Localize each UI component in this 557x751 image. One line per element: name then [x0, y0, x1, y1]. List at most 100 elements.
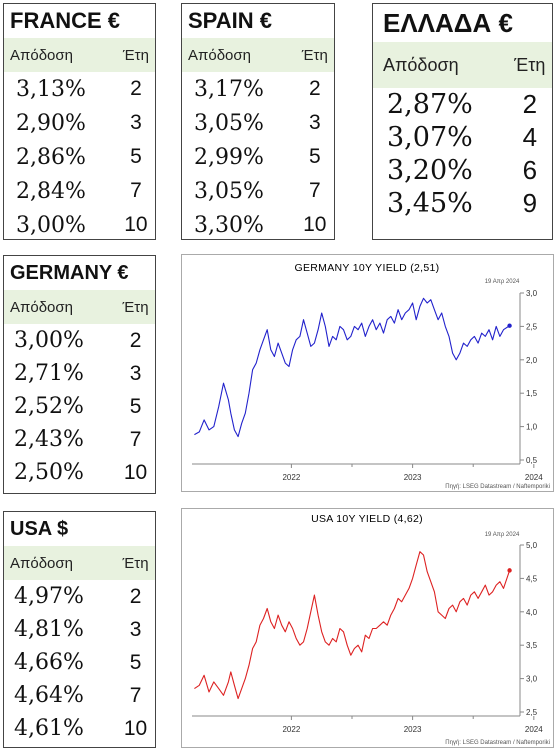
germany-table: Απόδοση Έτη 3,00% 2 2,71% 3 2,52% 5 2,43% 7 2,50…: [4, 290, 155, 489]
years-header: Έτη: [116, 290, 155, 324]
table-row: 3,17% 2: [182, 72, 334, 106]
usa-chart-svg: USA 10Y YIELD (4,62) 19 Απρ 2024 Πηγή: L…: [192, 513, 550, 746]
y-tick-label: 1,5: [526, 389, 538, 398]
greece-title: ΕΛΛΑΔΑ €: [383, 8, 513, 38]
table-row: 2,86% 5: [4, 140, 155, 174]
maturity-years: 5: [129, 650, 142, 674]
yield-value: 4,64%: [14, 683, 84, 708]
chart-title: USA 10Y YIELD (4,62): [311, 513, 423, 525]
maturity-years: 6: [522, 155, 538, 185]
maturity-years: 3: [129, 617, 142, 641]
y-tick-label: 2,0: [526, 356, 538, 365]
table-row: 2,90% 3: [4, 106, 155, 140]
yield-header: Απόδοση: [4, 290, 117, 324]
yield-value: 2,86%: [16, 144, 86, 170]
years-header: Έτη: [116, 38, 155, 72]
yield-value: 2,50%: [14, 460, 84, 485]
yield-value: 2,84%: [16, 178, 86, 204]
y-tick-label: 3,0: [526, 289, 538, 298]
maturity-years: 10: [303, 213, 327, 236]
y-tick-label: 2,5: [526, 708, 538, 717]
yield-value: 2,52%: [14, 394, 84, 419]
yield-value: 4,81%: [14, 617, 84, 642]
yield-series-line: [194, 297, 510, 438]
table-row: 2,99% 5: [182, 140, 334, 174]
yield-value: 2,43%: [14, 427, 84, 452]
maturity-years: 7: [130, 179, 142, 202]
yield-value: 3,05%: [194, 178, 264, 204]
last-value-point: [507, 568, 512, 573]
last-value-point: [507, 323, 512, 328]
maturity-years: 7: [308, 179, 321, 202]
yield-value: 3,00%: [16, 212, 86, 238]
x-tick-label: 2024: [525, 725, 543, 734]
yield-header: Απόδοση: [182, 38, 296, 72]
chart-title: GERMANY 10Y YIELD (2,51): [295, 262, 440, 274]
yield-value: 4,61%: [14, 716, 84, 741]
table-row: 2,84% 7: [4, 174, 155, 208]
france-yield-table: FRANCE € Απόδοση Έτη 3,13% 2 2,90% 3 2,86% 5 2…: [3, 3, 156, 240]
maturity-years: 5: [130, 145, 142, 168]
usa-table-body: 4,97% 2 4,81% 3 4,66% 5 4,64% 7 4,61% 10: [4, 580, 155, 745]
yield-value: 3,00%: [14, 328, 84, 353]
years-header: Έτη: [507, 42, 552, 88]
spain-header-row: Απόδοση Έτη: [182, 38, 334, 72]
greece-header-row: Απόδοση Έτη: [373, 42, 552, 88]
spain-table-body: 3,17% 2 3,05% 3 2,99% 5 3,05% 7 3,30% 10: [182, 72, 334, 242]
table-row: 3,45% 9: [373, 187, 552, 220]
table-row: 3,13% 2: [4, 72, 155, 106]
usa-title: USA $: [10, 518, 69, 540]
table-row: 3,07% 4: [373, 121, 552, 154]
maturity-years: 7: [129, 683, 142, 707]
y-tick-label: 3,0: [526, 675, 538, 684]
table-row: 4,64% 7: [4, 679, 155, 712]
yield-header: Απόδοση: [4, 38, 117, 72]
yield-value: 3,17%: [194, 76, 264, 102]
years-header: Έτη: [295, 38, 334, 72]
yield-value: 2,99%: [194, 144, 264, 170]
greece-table-body: 2,87% 2 3,07% 4 3,20% 6 3,45% 9: [373, 88, 552, 220]
maturity-years: 5: [308, 145, 321, 168]
y-tick-label: 4,5: [526, 574, 538, 583]
y-tick-label: 1,0: [526, 423, 538, 432]
france-title: FRANCE €: [10, 8, 121, 33]
table-row: 4,66% 5: [4, 646, 155, 679]
usa-yield-chart: USA 10Y YIELD (4,62) 19 Απρ 2024 Πηγή: L…: [181, 508, 554, 748]
table-row: 2,71% 3: [4, 357, 155, 390]
germany-title: GERMANY €: [10, 262, 129, 284]
yield-value: 3,07%: [387, 122, 473, 153]
spain-title: SPAIN €: [188, 8, 272, 33]
maturity-years: 2: [522, 89, 538, 119]
y-tick-label: 3,5: [526, 641, 538, 650]
spain-table: Απόδοση Έτη 3,17% 2 3,05% 3 2,99% 5 3,05% 7 3,30…: [182, 38, 334, 242]
yield-value: 2,87%: [387, 89, 473, 120]
chart-date-label: 19 Απρ 2024: [485, 532, 520, 538]
yield-value: 3,05%: [194, 110, 264, 136]
y-tick-label: 2,5: [526, 322, 538, 331]
yield-value: 3,13%: [16, 76, 86, 102]
table-row: 4,97% 2: [4, 580, 155, 613]
yield-value: 2,90%: [16, 110, 86, 136]
table-row: 2,52% 5: [4, 390, 155, 423]
table-row: 4,61% 10: [4, 712, 155, 745]
yield-value: 3,45%: [387, 188, 473, 219]
maturity-years: 10: [123, 460, 148, 484]
greece-yield-table: ΕΛΛΑΔΑ € Απόδοση Έτη 2,87% 2 3,07% 4 3,20% 6 3…: [372, 3, 553, 240]
germany-chart-svg: GERMANY 10Y YIELD (2,51) 19 Απρ 2024 Πηγ…: [192, 262, 550, 490]
x-tick-label: 2023: [404, 725, 422, 734]
chart-source: Πηγή: LSEG Datastream / Naftemporiki: [445, 483, 550, 490]
years-header: Έτη: [116, 546, 155, 580]
germany-yield-table: GERMANY € Απόδοση Έτη 3,00% 2 2,71% 3 2,52% 5…: [3, 255, 156, 494]
spain-yield-table: SPAIN € Απόδοση Έτη 3,17% 2 3,05% 3 2,99% 5 3,…: [181, 3, 335, 240]
yield-series-line: [194, 551, 511, 700]
greece-table: Απόδοση Έτη 2,87% 2 3,07% 4 3,20% 6 3,45% 9: [373, 42, 552, 220]
usa-header-row: Απόδοση Έτη: [4, 546, 155, 580]
maturity-years: 7: [129, 427, 142, 451]
maturity-years: 3: [129, 361, 142, 385]
yield-value: 4,66%: [14, 650, 84, 675]
maturity-years: 2: [130, 77, 142, 100]
yield-header: Απόδοση: [373, 42, 508, 88]
table-row: 2,50% 10: [4, 456, 155, 489]
yield-value: 2,71%: [14, 361, 84, 386]
maturity-years: 2: [129, 328, 142, 352]
